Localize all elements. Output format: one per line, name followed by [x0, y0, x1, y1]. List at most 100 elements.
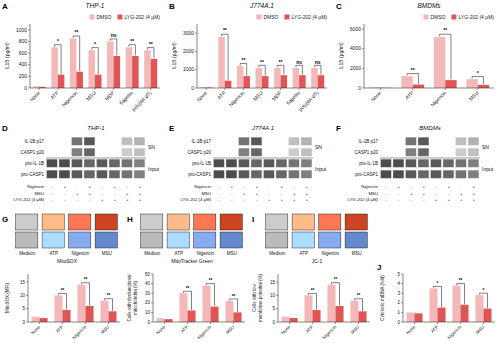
- band: [97, 137, 108, 145]
- y-axis: [28, 274, 29, 322]
- band: [381, 170, 392, 178]
- lane-condition-label: LYG-202 (4 μM): [13, 197, 44, 202]
- lane-value-label: +: [435, 197, 438, 202]
- y-tick-label: 5: [22, 306, 25, 311]
- y-tick-label: 3: [397, 291, 400, 296]
- y-axis-label: IL1B (pg/ml): [4, 42, 10, 70]
- x-tick: [85, 322, 86, 324]
- bar: [327, 285, 335, 322]
- significance-bracket: [314, 65, 321, 74]
- flow-histogram-box: [42, 232, 64, 248]
- y-tick: [151, 322, 153, 323]
- bar: [76, 72, 83, 88]
- significance-label: **: [149, 41, 153, 47]
- y-tick: [28, 88, 30, 89]
- bar: [40, 318, 48, 322]
- flow-category-label: MSU: [102, 251, 112, 256]
- significance-bracket: [229, 299, 237, 312]
- bar: [54, 295, 62, 322]
- x-tick: [76, 88, 77, 90]
- band: [47, 137, 58, 145]
- bar: [144, 50, 151, 88]
- significance-bracket: [331, 283, 339, 306]
- band: [109, 137, 120, 145]
- bar-panel: 0200040006000NoneATPNigericinMSUIL1B (pg…: [336, 2, 494, 108]
- bar: [434, 37, 445, 88]
- band: [239, 148, 250, 156]
- y-tick-label: 15: [20, 280, 26, 285]
- y-axis-label: IL1B (pg/ml): [338, 42, 344, 70]
- bar: [281, 75, 288, 88]
- band: [59, 148, 70, 156]
- band: [97, 159, 108, 167]
- x-tick-label: MSU: [350, 324, 361, 335]
- bars: [31, 285, 116, 322]
- band: [301, 159, 312, 167]
- band: [109, 159, 120, 167]
- x-tick: [289, 322, 290, 324]
- band: [406, 159, 417, 167]
- bar: [415, 313, 423, 322]
- flow-histogram-box: [220, 232, 242, 248]
- x-tick: [335, 322, 336, 324]
- flow-histogram-box: [194, 214, 216, 230]
- bars: [406, 286, 491, 322]
- significance-label: **: [84, 277, 88, 282]
- y-tick-label: 0: [147, 320, 150, 325]
- lane-value-label: +: [230, 184, 233, 189]
- group-separator: [213, 158, 313, 159]
- lane-value-label: -: [77, 197, 79, 202]
- x-axis-label: JC-1: [312, 258, 323, 264]
- figure: 02004006008001000NoneATPNigericinMSUMDPf…: [0, 0, 500, 343]
- lane-condition-label: Nigericin: [27, 184, 44, 189]
- lane-value-label: -: [52, 184, 54, 189]
- lane-value-label: -: [231, 197, 233, 202]
- significance-bracket: [296, 65, 303, 74]
- x-tick-label: MDP: [103, 89, 116, 102]
- significance-label: **: [357, 293, 361, 298]
- bar: [31, 317, 39, 322]
- panel-label: F: [336, 124, 341, 133]
- lane-value-label: -: [231, 191, 233, 196]
- x-tick-label: Nigericin: [60, 90, 78, 108]
- x-axis: [28, 322, 120, 323]
- group-label: SN: [315, 144, 322, 150]
- significance-label: ns: [315, 59, 321, 65]
- legend-swatch: [284, 15, 289, 20]
- significance-label: **: [241, 57, 245, 63]
- flow-panel: GMediumATPNigericinMSUMitoSOX: [2, 214, 117, 264]
- y-axis-label-line: IL1B (pg/ml): [338, 42, 344, 70]
- lane-value-label: +: [255, 191, 258, 196]
- flow-histogram-box: [266, 214, 288, 230]
- lane-condition-label: MSU: [34, 191, 44, 196]
- bars: [200, 37, 324, 88]
- band: [289, 159, 300, 167]
- x-tick: [317, 88, 318, 90]
- significance-bracket: [440, 34, 451, 79]
- x-tick-label: Nigericin: [321, 324, 337, 340]
- x-tick: [299, 88, 300, 90]
- flow-histogram-box: [292, 214, 314, 230]
- bar: [256, 68, 263, 88]
- y-tick: [151, 293, 153, 294]
- bar: [107, 41, 114, 88]
- lane-condition-label: LYG-202 (4 μM): [347, 197, 378, 202]
- y-tick: [401, 283, 403, 284]
- y-tick-label: 50: [145, 272, 151, 277]
- x-tick-label: Nigericin: [227, 90, 245, 108]
- x-tick-label: None: [405, 324, 416, 335]
- lane-condition-label: MSU: [368, 191, 378, 196]
- x-tick-label: Nigericin: [429, 90, 447, 108]
- band: [276, 170, 287, 178]
- significance-bracket: [206, 284, 214, 307]
- y-axis-label: Cytosolic mtDNA (fold): [380, 275, 385, 321]
- band: [109, 148, 120, 156]
- band: [84, 159, 95, 167]
- flow-category-label: ATP: [300, 251, 308, 256]
- band: [122, 148, 133, 156]
- y-tick-label: 0: [24, 85, 27, 91]
- lane-value-label: +: [422, 184, 425, 189]
- group-label: SN: [482, 144, 489, 150]
- bar: [401, 76, 412, 88]
- lane-value-label: +: [280, 184, 283, 189]
